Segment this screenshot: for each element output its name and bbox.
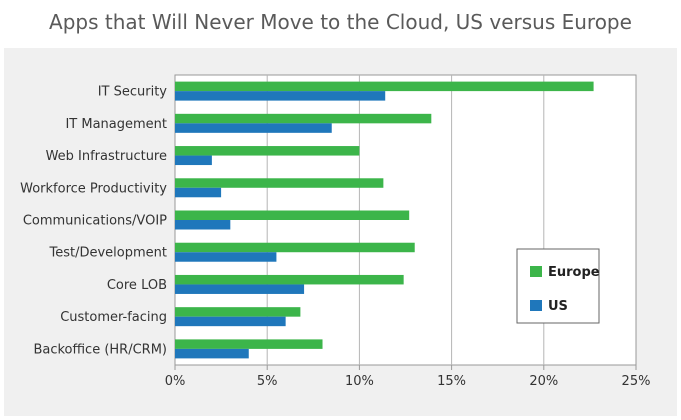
bar-us	[175, 123, 332, 133]
category-label: Customer-facing	[60, 310, 167, 325]
legend-label: US	[548, 299, 568, 314]
bar-us	[175, 220, 231, 230]
legend-swatch	[530, 266, 542, 277]
category-label: Communications/VOIP	[23, 214, 167, 229]
bar-europe	[175, 274, 404, 285]
bar-us	[175, 316, 286, 327]
bar-europe	[175, 210, 410, 220]
category-label: Core LOB	[107, 278, 167, 293]
legend-swatch	[530, 300, 542, 311]
x-tick-label: 10%	[345, 374, 374, 389]
bar-us	[175, 155, 212, 166]
category-label: IT Security	[98, 85, 168, 100]
bar-europe	[175, 81, 594, 92]
bar-us	[175, 91, 386, 101]
bar-us	[175, 284, 305, 294]
category-label: IT Management	[65, 117, 167, 132]
legend-label: Europe	[548, 265, 600, 280]
category-label: Test/Development	[49, 246, 168, 261]
x-tick-label: 0%	[165, 374, 186, 389]
bar-europe	[175, 242, 415, 253]
x-tick-label: 5%	[257, 374, 278, 389]
bar-europe	[175, 307, 301, 317]
chart-title: Apps that Will Never Move to the Cloud, …	[49, 10, 632, 34]
bar-us	[175, 187, 222, 198]
bar-europe	[175, 146, 360, 156]
bar-us	[175, 348, 249, 359]
x-tick-label: 25%	[622, 374, 651, 389]
bar-europe	[175, 113, 432, 124]
category-label: Workforce Productivity	[20, 181, 167, 196]
category-label: Web Infrastructure	[46, 149, 167, 164]
category-label: Backoffice (HR/CRM)	[33, 342, 167, 357]
bar-us	[175, 252, 277, 262]
x-tick-label: 15%	[437, 374, 466, 389]
x-tick-label: 20%	[529, 374, 558, 389]
bar-europe	[175, 339, 323, 349]
bar-europe	[175, 178, 384, 188]
